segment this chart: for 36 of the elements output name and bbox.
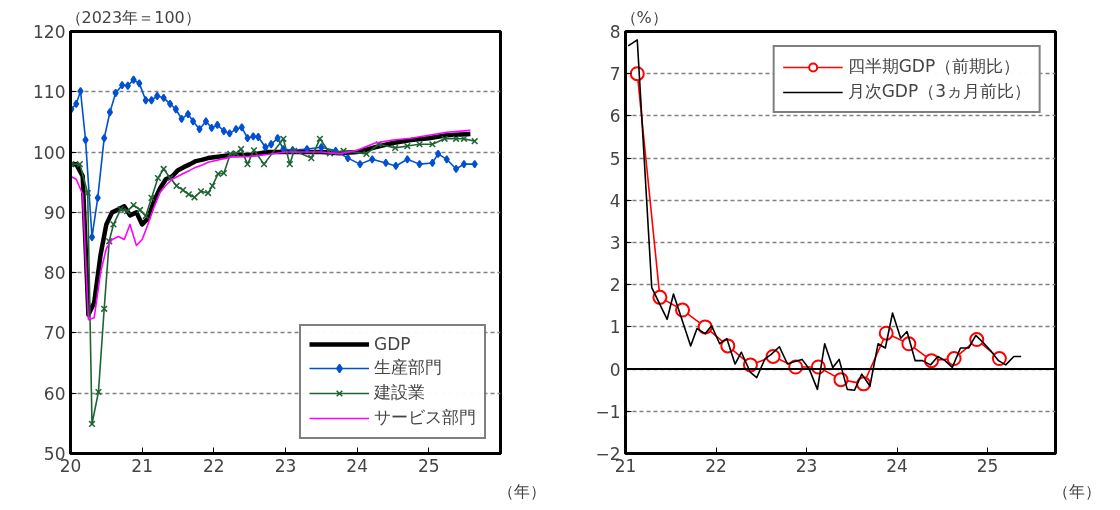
x-axis-title: （年）: [497, 481, 546, 501]
y-tick-label: 5: [609, 148, 621, 169]
y-tick-label: 8: [609, 22, 621, 42]
x-tick-label: 22: [203, 455, 225, 476]
x-tick-label: 22: [705, 455, 727, 476]
y-tick-label: 7: [609, 64, 621, 85]
y-axis-title: （2023年＝100）: [65, 7, 201, 27]
y-tick-label: 0: [609, 359, 621, 380]
legend-label: 建設業: [374, 381, 425, 404]
y-tick-label: 1: [609, 317, 621, 338]
y-axis-title: （%）: [620, 7, 668, 27]
y-tick-label: 70: [43, 323, 66, 344]
y-tick-label: 2: [609, 275, 621, 296]
x-tick-label: 24: [346, 455, 368, 476]
y-tick-label: 80: [43, 263, 66, 284]
y-tick-label: 3: [609, 233, 621, 253]
legend-label: GDP: [374, 334, 411, 354]
y-tick-label: 110: [33, 82, 66, 103]
y-tick-label: 120: [33, 22, 66, 42]
legend-label: 四半期GDP（前期比）: [847, 55, 1021, 78]
legend-label: 生産部門: [374, 356, 442, 379]
x-tick-label: 23: [795, 455, 818, 476]
legend-label: サービス部門: [374, 406, 476, 429]
legend-label: 月次GDP（3ヵ月前比）: [847, 80, 1031, 103]
y-tick-label: 6: [609, 106, 621, 127]
x-tick-label: 23: [274, 455, 297, 476]
y-tick-label: −1: [595, 401, 621, 422]
y-tick-label: 90: [43, 202, 66, 223]
x-axis-title: （年）: [1052, 481, 1101, 501]
y-tick-label: 4: [609, 190, 621, 211]
y-tick-label: 60: [43, 383, 66, 404]
x-tick-label: 21: [131, 455, 153, 476]
x-tick-label: 25: [418, 455, 440, 476]
x-tick-label: 25: [976, 455, 999, 476]
y-tick-label: 100: [33, 142, 66, 163]
x-tick-label: 24: [886, 455, 908, 476]
